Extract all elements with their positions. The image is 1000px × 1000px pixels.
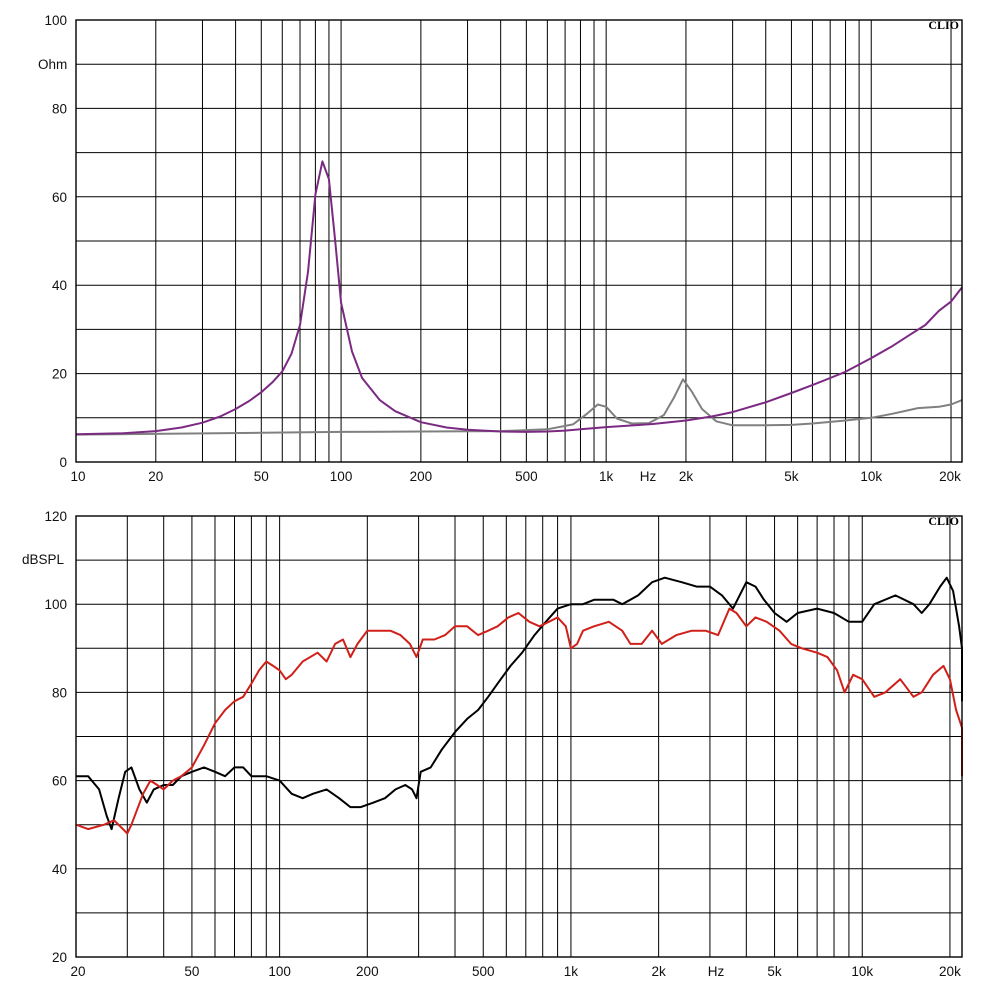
spl-x-tick-label: 20k	[939, 964, 961, 979]
spl-x-tick-label: 50	[184, 964, 199, 979]
spl-chart: 20 40 60 80 100 120 20 50 100 200 500 1k 2k 5k 10k 20k…	[22, 509, 963, 979]
impedance-y-tick-label: 60	[52, 190, 67, 205]
impedance-x-tick-label: 1k	[599, 469, 614, 484]
spl-y-tick-label: 60	[52, 774, 67, 789]
impedance-y-tick-labels: 0 20 40 60 80 100	[44, 13, 67, 470]
impedance-x-tick-label: 10	[70, 469, 85, 484]
spl-x-tick-label: 2k	[651, 964, 666, 979]
spl-series-line-1	[76, 576, 963, 831]
impedance-x-tick-label: 500	[515, 469, 538, 484]
impedance-x-tick-label: 20k	[939, 469, 961, 484]
impedance-x-tick-labels: 10 20 50 100 200 500 1k 2k 5k 10k 20k	[70, 469, 961, 484]
impedance-x-unit-label: Hz	[640, 469, 657, 484]
spl-x-tick-label: 200	[356, 964, 379, 979]
impedance-y-tick-label: 20	[52, 367, 67, 382]
spl-y-tick-label: 100	[44, 597, 67, 612]
spl-chart-frame	[75, 515, 963, 958]
impedance-y-tick-label: 0	[59, 455, 67, 470]
impedance-chart-series	[75, 160, 963, 436]
impedance-x-tick-label: 100	[330, 469, 353, 484]
spl-clio-logo: CLIO	[928, 514, 959, 528]
impedance-x-tick-label: 2k	[679, 469, 694, 484]
spl-x-tick-label: 500	[472, 964, 495, 979]
spl-y-tick-label: 20	[52, 950, 67, 965]
impedance-chart-grid	[76, 20, 962, 462]
impedance-x-tick-label: 50	[254, 469, 269, 484]
impedance-x-tick-label: 20	[148, 469, 163, 484]
spl-x-unit-label: Hz	[708, 964, 725, 979]
impedance-y-tick-label: 40	[52, 278, 67, 293]
impedance-y-unit-label: Ohm	[38, 57, 67, 72]
spl-x-tick-label: 5k	[767, 964, 782, 979]
spl-chart-series	[75, 576, 963, 835]
spl-y-tick-label: 80	[52, 685, 67, 700]
spl-y-unit-label: dBSPL	[22, 552, 65, 567]
spl-x-tick-labels: 20 50 100 200 500 1k 2k 5k 10k 20k	[70, 964, 961, 979]
impedance-chart-frame	[75, 19, 963, 463]
spl-x-tick-label: 100	[268, 964, 291, 979]
spl-x-tick-label: 1k	[564, 964, 579, 979]
spl-y-tick-label: 120	[44, 509, 67, 524]
spl-x-tick-label: 20	[70, 964, 85, 979]
impedance-chart: 0 20 40 60 80 100 10 20 50 100 200 500 1k 2k 5k 10k 20k…	[38, 13, 963, 484]
spl-series-line-2	[75, 607, 963, 835]
impedance-series-line-1	[75, 378, 963, 436]
impedance-y-tick-label: 80	[52, 101, 67, 116]
spl-x-tick-label: 10k	[851, 964, 873, 979]
impedance-y-tick-label: 100	[44, 13, 67, 28]
impedance-x-tick-label: 5k	[784, 469, 799, 484]
spl-y-tick-label: 40	[52, 862, 67, 877]
impedance-clio-logo: CLIO	[928, 18, 959, 32]
impedance-series-line-2	[75, 160, 963, 436]
spl-chart-grid	[76, 516, 962, 957]
impedance-x-tick-label: 200	[410, 469, 433, 484]
impedance-x-tick-label: 10k	[860, 469, 882, 484]
spl-y-tick-labels: 20 40 60 80 100 120	[44, 509, 67, 965]
